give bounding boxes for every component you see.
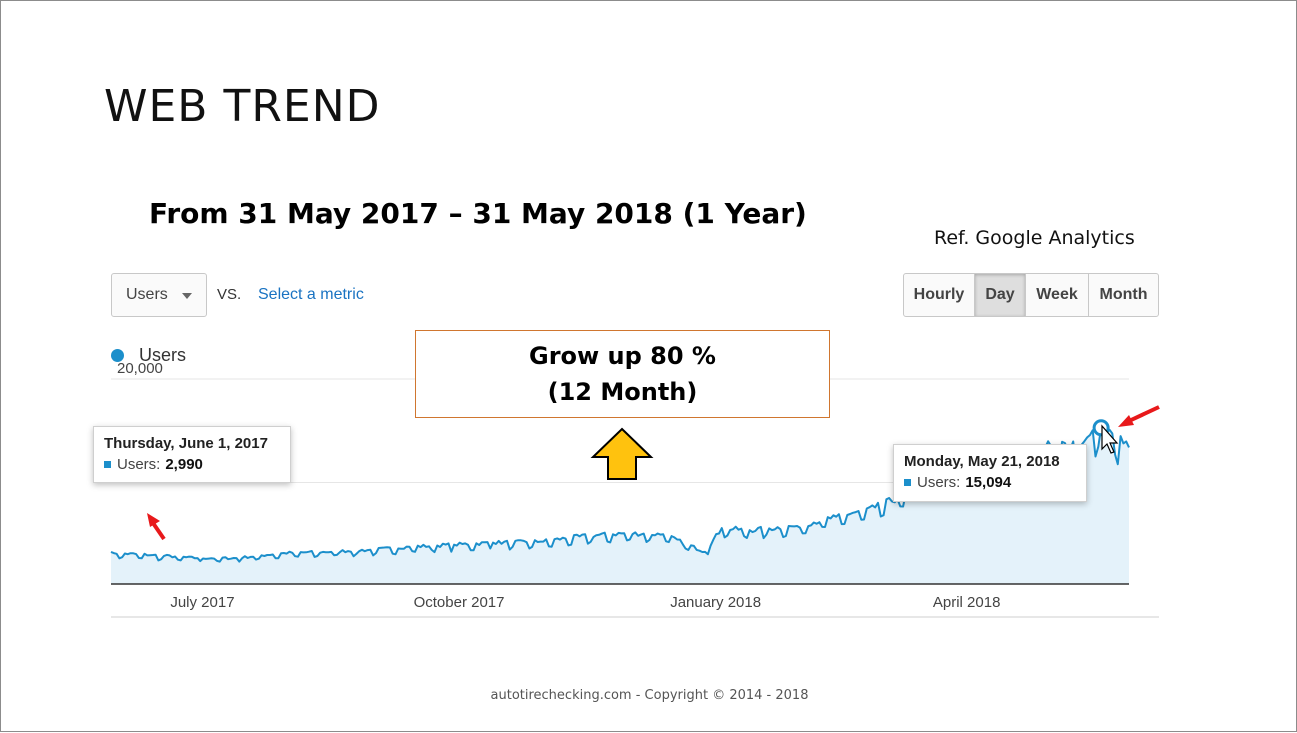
series-square-icon — [904, 479, 911, 486]
reference-note: Ref. Google Analytics — [934, 227, 1135, 249]
month-button[interactable]: Month — [1099, 286, 1148, 303]
legend-label-users: Users — [139, 345, 187, 365]
x-tick-label: April 2018 — [933, 594, 1001, 611]
growth-callout: Grow up 80 % (12 Month) — [415, 330, 830, 418]
metric-dropdown[interactable]: Users — [111, 273, 207, 317]
users-area — [111, 427, 1129, 584]
chart-legend: Users — [111, 345, 186, 366]
tooltip-start-metric: Users: — [117, 456, 161, 473]
y-tick-label: 20,000 — [117, 360, 163, 377]
tooltip-end-value: 15,094 — [965, 474, 1012, 491]
granularity-toggle: Hourly Day Week Month — [903, 273, 1159, 317]
footer-copyright: autotirechecking.com - Copyright © 2014 … — [490, 688, 809, 703]
red-arrow-right-icon — [1118, 405, 1160, 427]
mouse-cursor-icon — [1101, 424, 1119, 454]
tooltip-start-value: 2,990 — [165, 456, 203, 473]
x-tick-label: January 2018 — [670, 594, 761, 611]
tooltip-start: Thursday, June 1, 2017 Users: 2,990 — [93, 426, 291, 483]
week-button[interactable]: Week — [1026, 274, 1089, 316]
chevron-down-icon — [182, 293, 192, 299]
metric-dropdown-value: Users — [126, 286, 168, 303]
x-axis: July 2017 October 2017 January 2018 April 2… — [170, 594, 1000, 611]
day-button[interactable]: Day — [975, 274, 1026, 316]
up-arrow-icon — [590, 427, 654, 480]
x-tick-label: July 2017 — [170, 594, 234, 611]
red-arrow-left-icon — [147, 513, 166, 541]
select-metric-link[interactable]: Select a metric — [258, 286, 364, 303]
x-tick-label: October 2017 — [414, 594, 505, 611]
hourly-button[interactable]: Hourly — [904, 274, 975, 316]
growth-callout-line1: Grow up 80 % — [529, 342, 716, 370]
tooltip-start-date: Thursday, June 1, 2017 — [104, 435, 268, 452]
series-square-icon — [104, 461, 111, 468]
slide-title: WEB TREND — [104, 81, 381, 132]
tooltip-end-date: Monday, May 21, 2018 — [904, 453, 1060, 470]
legend-dot-icon — [111, 349, 124, 362]
tooltip-end-metric: Users: — [917, 474, 961, 491]
date-range-subtitle: From 31 May 2017 – 31 May 2018 (1 Year) — [149, 197, 807, 230]
growth-callout-line2: (12 Month) — [547, 378, 698, 406]
vs-label: VS. — [217, 286, 242, 303]
tooltip-end: Monday, May 21, 2018 Users: 15,094 — [893, 444, 1087, 502]
